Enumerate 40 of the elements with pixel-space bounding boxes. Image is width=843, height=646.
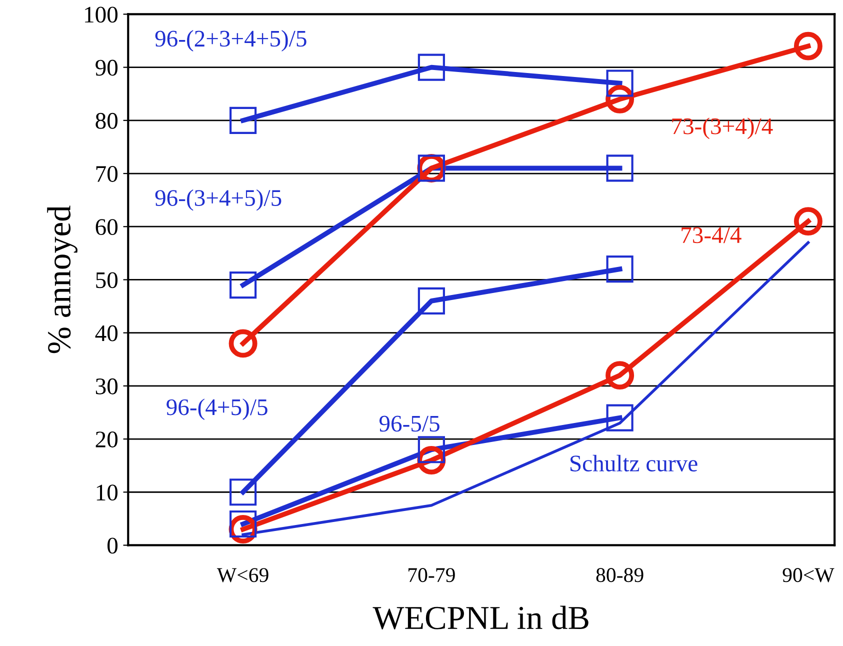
y-tick-label: 40 bbox=[95, 325, 118, 342]
series-label: 96-(3+4+5)/5 bbox=[155, 189, 282, 211]
y-tick-label: 30 bbox=[96, 378, 118, 394]
point bbox=[230, 478, 257, 506]
point bbox=[418, 436, 445, 464]
y-tick-label: 10 bbox=[96, 484, 118, 501]
point bbox=[606, 154, 634, 182]
point bbox=[606, 361, 634, 390]
y-tick-label: 100 bbox=[85, 6, 118, 23]
x-axis-title: WECPNL in dB bbox=[372, 606, 588, 630]
text: 96-(2+3+4+5)/5 bbox=[155, 30, 306, 52]
y-tick-label: 80 bbox=[96, 112, 118, 129]
point bbox=[418, 287, 445, 315]
y-tick-label: 70 bbox=[96, 166, 118, 182]
point bbox=[794, 207, 822, 236]
point bbox=[230, 510, 257, 538]
series-label: 73-4/4 bbox=[682, 227, 742, 244]
series-label: Schultz curve bbox=[570, 454, 698, 472]
point bbox=[606, 256, 634, 283]
series-label: 96-(4+5)/5 bbox=[166, 398, 268, 420]
y-axis-title: % annoyed bbox=[47, 206, 78, 354]
y-tick-label: 50 bbox=[96, 272, 118, 288]
series-label: 73-(3+4)/4 bbox=[672, 118, 773, 140]
point bbox=[230, 271, 257, 299]
y-tick-label: 60 bbox=[96, 219, 118, 236]
point bbox=[606, 84, 634, 114]
y-tick-label: 0 bbox=[108, 538, 118, 554]
point bbox=[230, 106, 257, 134]
series-label: 96-5/5 bbox=[379, 416, 440, 432]
x-tick-label: W<69 bbox=[216, 568, 268, 582]
y-tick-label: 90 bbox=[96, 60, 118, 76]
point bbox=[606, 70, 634, 97]
x-tick-label: 70-79 bbox=[408, 568, 455, 582]
x-tick-label: 80-89 bbox=[596, 568, 644, 582]
x-tick-label: 90<W bbox=[782, 568, 834, 582]
point bbox=[606, 404, 634, 432]
point bbox=[794, 32, 822, 60]
y-tick-label: 20 bbox=[96, 432, 118, 448]
point bbox=[228, 329, 258, 358]
point bbox=[418, 54, 445, 81]
